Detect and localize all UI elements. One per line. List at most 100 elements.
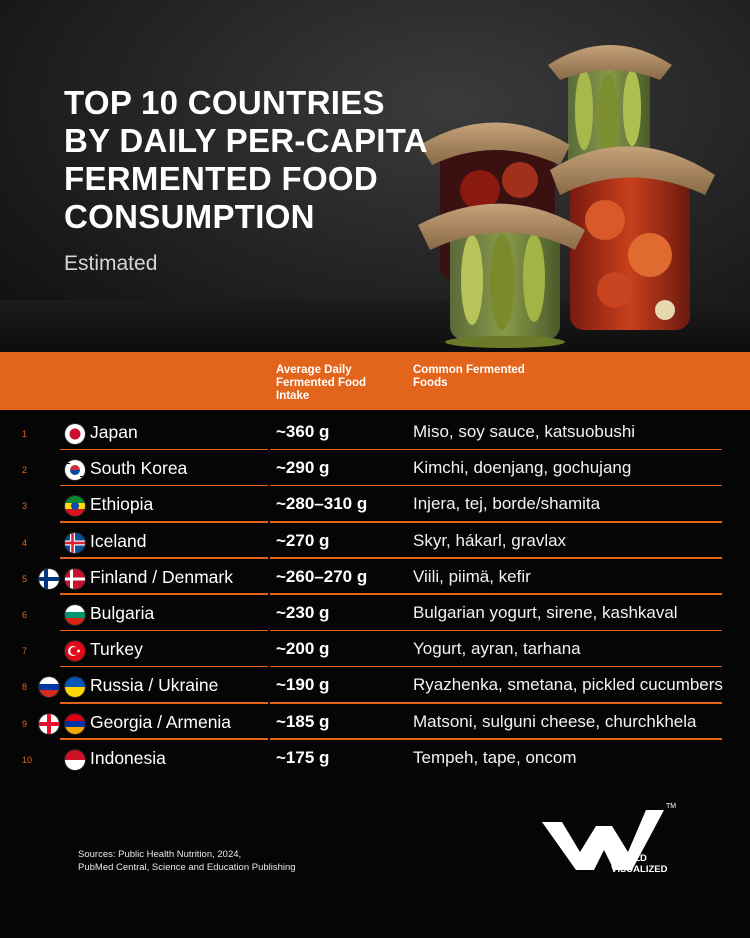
bulgaria-flag bbox=[64, 603, 86, 626]
title-line: TOP 10 COUNTRIES bbox=[64, 84, 385, 121]
title-line: FERMENTED FOOD bbox=[64, 160, 379, 197]
row-divider bbox=[270, 629, 722, 632]
row-divider bbox=[270, 521, 722, 523]
country-name: Turkey bbox=[90, 639, 143, 660]
rank-number: 5 bbox=[22, 573, 28, 584]
rank-number: 7 bbox=[22, 646, 28, 657]
rank-number: 3 bbox=[22, 501, 28, 512]
foods-list: Injera, tej, borde/shamita bbox=[413, 494, 601, 514]
flag-group bbox=[38, 748, 88, 771]
rank-number: 8 bbox=[22, 682, 28, 693]
country-name: Ethiopia bbox=[90, 494, 154, 515]
country-name: Bulgaria bbox=[90, 602, 155, 623]
sources-line: PubMed Central, Science and Education Pu… bbox=[78, 862, 296, 873]
indonesia-flag bbox=[64, 748, 86, 771]
flag-group bbox=[38, 531, 88, 554]
world-visualized-logo: TM bbox=[542, 803, 676, 870]
logo-line: WORLD bbox=[611, 853, 647, 864]
table-row: 9 Georgia / Armenia ~185 g Matsoni, sulguni… bbox=[0, 704, 750, 740]
foods-list: Yogurt, ayran, tarhana bbox=[413, 639, 581, 659]
row-divider bbox=[270, 484, 722, 487]
rank-number: 6 bbox=[22, 609, 28, 620]
flag-group bbox=[38, 459, 88, 482]
country-name: Russia / Ukraine bbox=[90, 675, 219, 696]
trademark-mark: TM bbox=[666, 803, 676, 810]
country-name: Finland / Denmark bbox=[90, 566, 233, 587]
foods-list: Viili, piimä, kefir bbox=[413, 566, 531, 586]
table-row: 2 South Korea ~290 g Kimchi, doenjang, goch… bbox=[0, 450, 750, 487]
table-row: 10 Indonesia ~175 g Tempeh, tape, oncom bbox=[0, 740, 750, 776]
south-korea-flag bbox=[64, 459, 86, 482]
table-row: 7 Turkey ~200 g Yogurt, ayran, tarhana bbox=[0, 631, 750, 668]
row-divider bbox=[60, 665, 268, 668]
georgia-flag bbox=[38, 712, 60, 735]
intake-value: ~360 g bbox=[276, 422, 330, 441]
row-divider bbox=[270, 448, 722, 451]
row-divider bbox=[270, 702, 722, 704]
sources-line: Sources: Public Health Nutrition, 2024, bbox=[78, 849, 242, 860]
row-divider bbox=[270, 557, 722, 559]
flag-group bbox=[38, 640, 88, 663]
table-row: 8 Russia / Ukraine ~190 g Ryazhenka, smetan… bbox=[0, 667, 750, 704]
row-divider bbox=[60, 521, 268, 523]
table-header: Average Daily Fermented Food Intake Comm… bbox=[0, 352, 750, 410]
row-divider bbox=[60, 484, 268, 487]
country-name: Indonesia bbox=[90, 747, 166, 768]
turkey-flag bbox=[64, 640, 86, 663]
country-name: Japan bbox=[90, 422, 138, 442]
table-row: 6 Bulgaria ~230 g Bulgarian yogurt, sirene,… bbox=[0, 595, 750, 632]
foods-list: Ryazhenka, smetana, pickled cucumbers bbox=[413, 675, 723, 695]
intake-value: ~185 g bbox=[276, 711, 330, 731]
row-divider bbox=[60, 738, 268, 740]
armenia-flag bbox=[64, 712, 86, 735]
denmark-flag bbox=[64, 567, 86, 590]
table-row: 5 Finland / Denmark ~260–270 g Viili, piimä… bbox=[0, 559, 750, 595]
logo-wordmark: WORLD VISUALIZED bbox=[611, 853, 667, 875]
rank-number: 10 bbox=[22, 754, 33, 765]
logo-line: VISUALIZED bbox=[611, 864, 668, 875]
column-header-foods: Common Fermented Foods bbox=[413, 364, 525, 389]
flag-group bbox=[38, 423, 88, 445]
sources: Sources: Public Health Nutrition, 2024, … bbox=[78, 848, 296, 874]
flag-group bbox=[38, 495, 88, 518]
title-line: BY DAILY PER-CAPITA bbox=[64, 122, 428, 159]
table-row: 1 Japan ~360 g Miso, soy sauce, katsuobushi bbox=[0, 414, 750, 451]
finland-flag bbox=[38, 567, 60, 590]
pickle-jars-photo bbox=[418, 45, 715, 348]
row-divider bbox=[270, 593, 722, 595]
rank-number: 9 bbox=[22, 718, 28, 729]
row-divider bbox=[60, 557, 268, 559]
russia-flag bbox=[38, 676, 60, 699]
foods-list: Tempeh, tape, oncom bbox=[413, 747, 577, 767]
table-row: 4 Iceland ~270 g Skyr, hákarl, gravlax bbox=[0, 523, 750, 559]
foods-list: Skyr, hákarl, gravlax bbox=[413, 530, 567, 550]
title-line: CONSUMPTION bbox=[64, 198, 315, 235]
flag-group bbox=[38, 567, 88, 590]
foods-list: Bulgarian yogurt, sirene, kashkaval bbox=[413, 602, 678, 622]
ethiopia-flag bbox=[64, 495, 86, 518]
row-divider bbox=[60, 629, 268, 632]
foods-list: Matsoni, sulguni cheese, churchkhela bbox=[413, 711, 697, 731]
flag-group bbox=[38, 603, 88, 626]
row-divider bbox=[270, 738, 722, 740]
ranking-table: 1 Japan ~360 g Miso, soy sauce, katsuobushi… bbox=[0, 414, 750, 776]
intake-value: ~200 g bbox=[276, 639, 330, 659]
foods-list: Kimchi, doenjang, gochujang bbox=[413, 458, 632, 478]
row-divider bbox=[270, 665, 722, 668]
column-header-intake: Average Daily Fermented Food Intake bbox=[276, 364, 367, 402]
rank-number: 1 bbox=[22, 429, 28, 439]
intake-value: ~260–270 g bbox=[276, 566, 368, 586]
intake-value: ~290 g bbox=[276, 458, 330, 478]
row-divider bbox=[60, 448, 268, 451]
flag-group bbox=[38, 712, 88, 735]
flag-group bbox=[38, 676, 88, 699]
iceland-flag bbox=[64, 531, 86, 554]
row-divider bbox=[60, 593, 268, 595]
intake-value: ~270 g bbox=[276, 530, 330, 550]
foods-list: Miso, soy sauce, katsuobushi bbox=[413, 422, 636, 441]
intake-value: ~280–310 g bbox=[276, 494, 368, 514]
country-name: Georgia / Armenia bbox=[90, 711, 232, 732]
japan-flag bbox=[64, 423, 86, 445]
page-title: TOP 10 COUNTRIES BY DAILY PER-CAPITA FER… bbox=[64, 84, 484, 236]
table-row: 3 Ethiopia ~280–310 g Injera, tej, borde/sh… bbox=[0, 486, 750, 523]
